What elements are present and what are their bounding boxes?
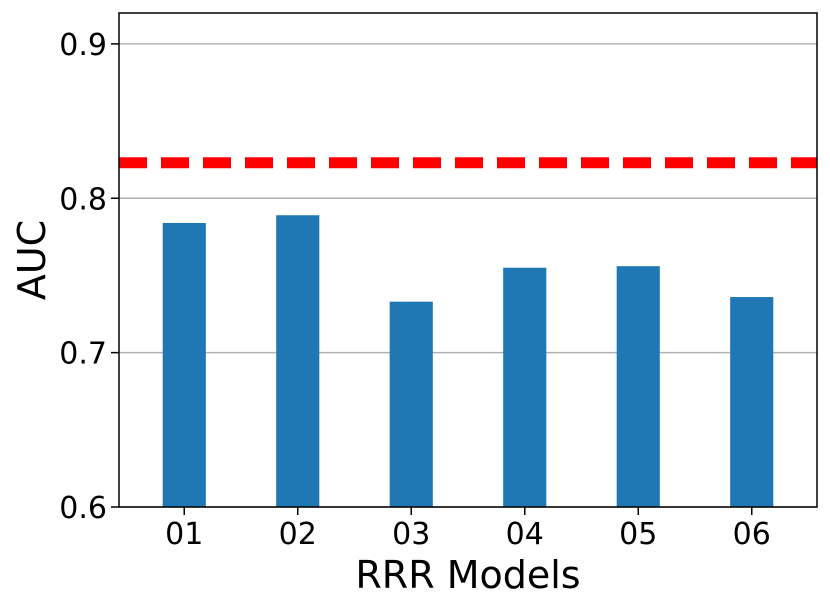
x-tick-label: 03 bbox=[392, 517, 430, 552]
bar-06 bbox=[730, 297, 774, 507]
bar-02 bbox=[276, 215, 320, 507]
y-tick-label: 0.8 bbox=[59, 182, 107, 217]
x-axis-ticks: 01 02 03 04 05 06 bbox=[165, 507, 771, 552]
bar-04 bbox=[503, 267, 547, 507]
y-axis-ticks: 0.6 0.7 0.8 0.9 bbox=[59, 28, 119, 526]
bars bbox=[162, 215, 774, 507]
bar-05 bbox=[616, 266, 660, 507]
x-axis-label: RRR Models bbox=[355, 553, 580, 597]
bar-01 bbox=[162, 222, 206, 507]
x-tick-label: 06 bbox=[733, 517, 771, 552]
plot-frame bbox=[118, 12, 818, 508]
y-gridlines bbox=[119, 43, 817, 508]
y-axis-label: AUC bbox=[10, 220, 54, 300]
y-tick-label: 0.9 bbox=[59, 28, 107, 63]
y-tick-label: 0.6 bbox=[59, 491, 107, 526]
y-tick-label: 0.7 bbox=[59, 337, 107, 372]
x-tick-label: 01 bbox=[165, 517, 203, 552]
x-tick-label: 04 bbox=[506, 517, 544, 552]
bar-03 bbox=[389, 301, 433, 507]
x-tick-label: 05 bbox=[619, 517, 657, 552]
x-tick-label: 02 bbox=[279, 517, 317, 552]
